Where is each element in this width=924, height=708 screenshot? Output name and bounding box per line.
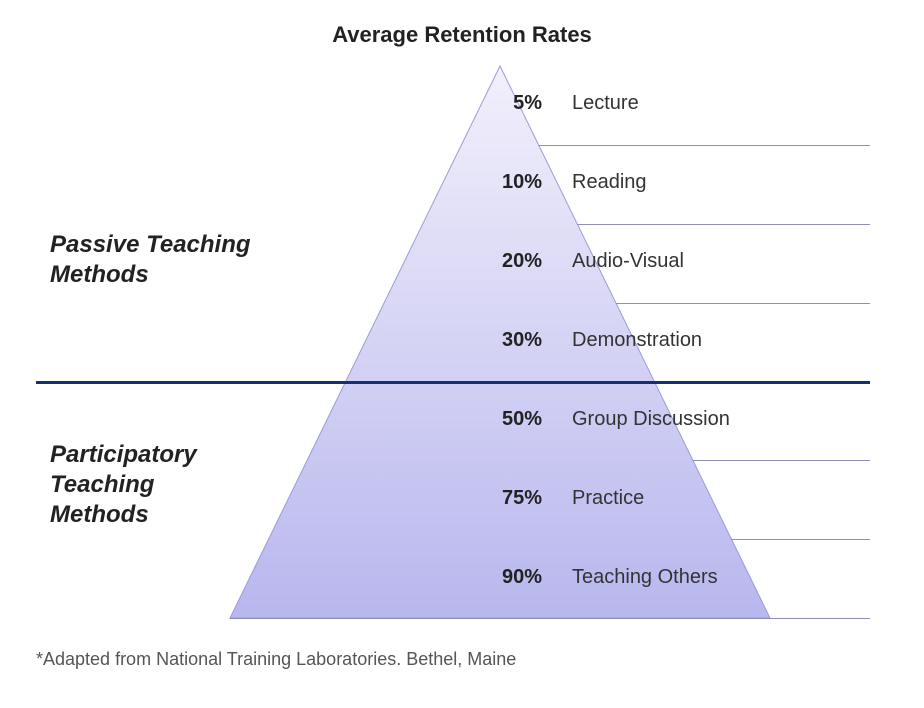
- category-participatory-line3: Methods: [50, 501, 149, 528]
- chart-title: Average Retention Rates: [0, 22, 924, 48]
- retention-percent: 10%: [482, 171, 542, 194]
- category-passive-line2: Methods: [50, 261, 149, 288]
- category-participatory-line1: Participatory: [50, 441, 197, 468]
- retention-method-label: Practice: [572, 487, 644, 510]
- category-participatory-line2: Teaching: [50, 471, 154, 498]
- category-divider-line: [36, 381, 870, 384]
- pyramid-row-line: [693, 460, 870, 461]
- pyramid-triangle: [0, 0, 924, 708]
- pyramid-row-line: [616, 303, 870, 304]
- retention-method-label: Audio-Visual: [572, 250, 684, 273]
- retention-method-label: Group Discussion: [572, 408, 730, 431]
- retention-percent: 50%: [482, 408, 542, 431]
- learning-pyramid-stage: Average Retention Rates Passive Teaching…: [0, 0, 924, 708]
- category-participatory: Participatory Teaching Methods: [50, 440, 197, 530]
- pyramid-row-line: [731, 539, 870, 540]
- category-passive: Passive Teaching Methods: [50, 230, 251, 290]
- retention-method-label: Demonstration: [572, 329, 702, 352]
- retention-method-label: Teaching Others: [572, 566, 718, 589]
- retention-method-label: Reading: [572, 171, 647, 194]
- retention-percent: 5%: [482, 92, 542, 115]
- retention-percent: 30%: [482, 329, 542, 352]
- retention-method-label: Lecture: [572, 92, 639, 115]
- pyramid-base-line: [230, 618, 870, 619]
- source-footnote: *Adapted from National Training Laborato…: [36, 649, 516, 670]
- retention-percent: 90%: [482, 566, 542, 589]
- retention-percent: 75%: [482, 487, 542, 510]
- category-passive-line1: Passive Teaching: [50, 231, 251, 258]
- pyramid-row-line: [577, 224, 870, 225]
- pyramid-row-line: [539, 145, 870, 146]
- retention-percent: 20%: [482, 250, 542, 273]
